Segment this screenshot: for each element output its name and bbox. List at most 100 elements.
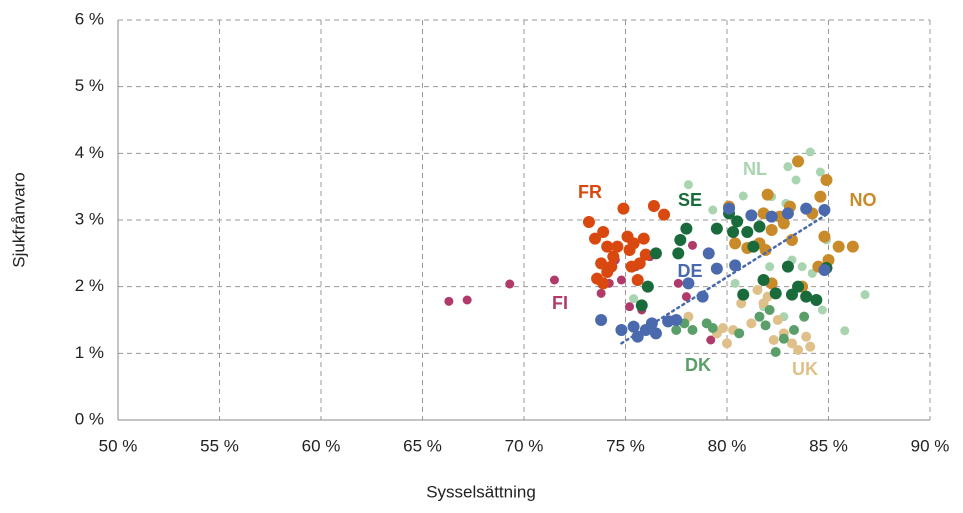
- data-point: [596, 288, 606, 298]
- data-point: [601, 240, 614, 253]
- x-axis-title: Sysselsättning: [426, 482, 536, 501]
- data-point: [595, 257, 608, 270]
- data-point: [805, 341, 816, 352]
- x-tick-label: 60 %: [302, 436, 341, 455]
- data-point: [820, 174, 833, 186]
- data-point: [730, 278, 740, 288]
- data-point: [670, 314, 683, 326]
- data-point: [761, 188, 774, 201]
- data-point: [623, 244, 636, 256]
- data-point: [788, 325, 799, 335]
- data-point: [772, 315, 783, 325]
- data-point: [778, 333, 789, 344]
- data-point: [745, 209, 758, 222]
- data-point: [706, 335, 716, 345]
- data-point: [777, 217, 790, 230]
- data-point: [708, 205, 718, 215]
- data-point: [769, 287, 782, 300]
- data-point: [765, 224, 778, 236]
- data-point: [792, 155, 805, 168]
- data-point: [595, 314, 608, 326]
- data-point: [710, 222, 723, 235]
- data-point: [674, 234, 687, 246]
- series-label: FR: [578, 182, 602, 202]
- data-point: [752, 285, 763, 295]
- y-tick-label: 3 %: [75, 209, 104, 228]
- data-point: [597, 226, 610, 238]
- data-point: [631, 274, 644, 286]
- y-axis-title: Sjukfrånvaro: [9, 172, 28, 267]
- series-label: SE: [678, 190, 702, 210]
- data-point: [781, 207, 794, 220]
- data-point: [791, 175, 801, 185]
- data-point: [783, 162, 793, 172]
- data-point: [444, 296, 454, 306]
- data-point: [781, 260, 794, 273]
- data-point: [582, 216, 595, 228]
- data-point: [727, 226, 740, 238]
- data-point: [793, 345, 804, 355]
- series-label: FI: [552, 293, 568, 313]
- data-point: [658, 208, 671, 221]
- data-point: [605, 260, 618, 273]
- data-point: [815, 167, 825, 177]
- data-point: [641, 280, 654, 293]
- series-label: UK: [792, 359, 818, 379]
- data-point: [681, 292, 691, 302]
- data-point: [846, 240, 859, 253]
- data-point: [800, 290, 813, 303]
- data-point: [736, 298, 747, 309]
- y-tick-label: 6 %: [75, 9, 104, 28]
- data-point: [731, 215, 744, 228]
- data-point: [785, 234, 798, 246]
- data-point: [639, 248, 652, 261]
- x-tick-label: 55 %: [200, 436, 239, 455]
- data-point: [814, 190, 827, 203]
- data-point: [597, 277, 610, 290]
- data-point: [723, 202, 736, 215]
- data-point: [840, 326, 850, 336]
- y-tick-label: 0 %: [75, 409, 104, 428]
- x-tick-label: 65 %: [403, 436, 442, 455]
- data-point: [687, 325, 698, 335]
- series-label: DE: [677, 261, 702, 281]
- data-point: [818, 230, 831, 243]
- data-point: [800, 202, 813, 215]
- data-point: [629, 294, 639, 304]
- data-point: [673, 278, 683, 288]
- data-point: [805, 147, 815, 157]
- data-point: [616, 275, 626, 285]
- data-point: [635, 299, 648, 312]
- data-point: [680, 222, 693, 235]
- data-point: [737, 288, 750, 301]
- data-point: [649, 247, 662, 260]
- data-point: [765, 262, 775, 272]
- data-point: [625, 260, 638, 273]
- data-point: [729, 237, 742, 250]
- x-tick-label: 75 %: [606, 436, 645, 455]
- data-point: [672, 247, 685, 260]
- x-tick-label: 80 %: [708, 436, 747, 455]
- data-point: [615, 324, 628, 336]
- data-point: [741, 226, 754, 238]
- data-point: [702, 247, 715, 260]
- data-point: [722, 338, 732, 349]
- data-point: [817, 305, 827, 315]
- series-label: NL: [743, 159, 767, 179]
- data-point: [617, 202, 630, 215]
- data-point: [759, 244, 772, 256]
- x-tick-label: 70 %: [505, 436, 544, 455]
- data-point: [625, 302, 635, 312]
- y-tick-label: 5 %: [75, 76, 104, 95]
- data-point: [764, 305, 775, 315]
- y-tick-label: 1 %: [75, 343, 104, 362]
- data-point: [549, 275, 559, 285]
- data-point: [631, 330, 644, 343]
- data-point: [649, 327, 662, 340]
- y-tick-label: 2 %: [75, 276, 104, 295]
- data-point: [760, 320, 771, 331]
- data-point: [462, 295, 472, 305]
- data-point: [701, 318, 712, 329]
- data-point: [792, 280, 805, 293]
